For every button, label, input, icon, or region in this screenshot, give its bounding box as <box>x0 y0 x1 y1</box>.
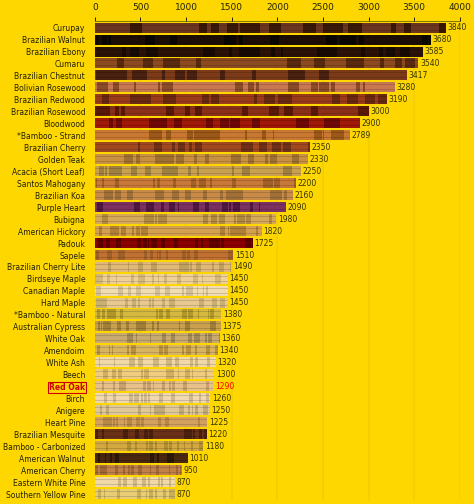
Text: 1250: 1250 <box>211 406 230 415</box>
Text: 1180: 1180 <box>205 442 224 451</box>
Text: 950: 950 <box>184 466 199 475</box>
Text: 2350: 2350 <box>311 143 331 152</box>
Text: 2200: 2200 <box>298 179 317 188</box>
Text: 1820: 1820 <box>263 227 283 236</box>
Text: 2789: 2789 <box>352 131 371 140</box>
Text: 1225: 1225 <box>209 418 228 427</box>
Text: 1725: 1725 <box>255 238 274 247</box>
Text: 1375: 1375 <box>223 322 242 331</box>
Text: 1260: 1260 <box>212 394 231 403</box>
Text: 3417: 3417 <box>409 71 428 80</box>
Text: 2250: 2250 <box>302 167 322 176</box>
Text: 1450: 1450 <box>229 286 249 295</box>
Text: 1980: 1980 <box>278 215 297 224</box>
Text: 2160: 2160 <box>294 191 313 200</box>
Text: 1010: 1010 <box>189 454 209 463</box>
Text: 3000: 3000 <box>371 107 390 116</box>
Text: 2090: 2090 <box>288 203 307 212</box>
Text: 1380: 1380 <box>223 310 242 320</box>
Text: 3190: 3190 <box>388 95 408 104</box>
Text: 3585: 3585 <box>424 47 444 56</box>
Text: 1340: 1340 <box>219 346 239 355</box>
Text: 1450: 1450 <box>229 275 249 283</box>
Text: 3280: 3280 <box>396 83 416 92</box>
Text: 1360: 1360 <box>221 334 241 343</box>
Text: 1300: 1300 <box>216 370 235 379</box>
Text: 1450: 1450 <box>229 298 249 307</box>
Text: 3840: 3840 <box>447 24 467 32</box>
Text: 1490: 1490 <box>233 263 253 272</box>
Text: 870: 870 <box>176 489 191 498</box>
Text: 3680: 3680 <box>433 35 452 44</box>
Text: 2330: 2330 <box>310 155 329 164</box>
Text: 870: 870 <box>176 478 191 486</box>
Text: 3540: 3540 <box>420 59 439 69</box>
Text: 2900: 2900 <box>362 119 381 128</box>
Text: 1220: 1220 <box>209 430 228 439</box>
Text: 1290: 1290 <box>215 382 234 391</box>
Text: 1510: 1510 <box>235 250 254 260</box>
Text: 1320: 1320 <box>218 358 237 367</box>
